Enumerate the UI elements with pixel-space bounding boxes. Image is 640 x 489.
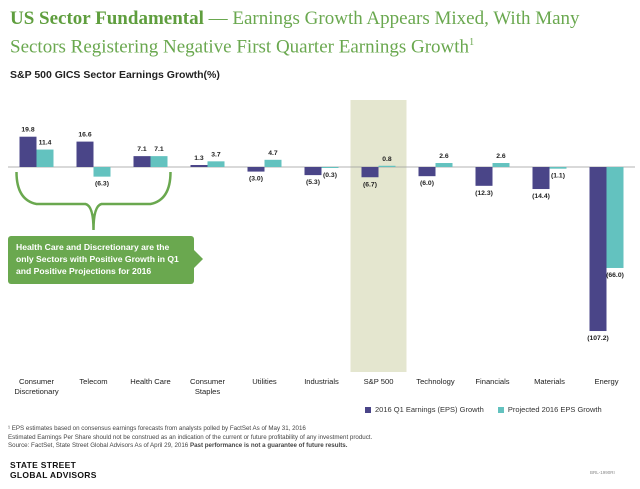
bar-q1-7 [418,167,436,177]
category-label-3: Consumer [190,377,225,386]
bar-q1-1 [76,141,94,167]
data-label-projected-8: 2.6 [496,153,506,160]
data-label-projected-4: 4.7 [268,150,278,157]
category-label-3-line2: Staples [195,387,221,396]
data-label-q1-7: (6.0) [420,180,434,187]
bar-q1-9 [532,167,550,190]
bar-q1-2 [133,156,151,167]
legend-item-q1: 2016 Q1 Earnings (EPS) Growth [365,405,484,414]
bar-projected-7 [435,163,453,167]
highlight-band [350,100,407,372]
data-label-projected-1: (6.3) [95,181,109,188]
bar-projected-2 [150,156,168,167]
bar-q1-10 [589,167,607,332]
logo-line-2: GLOBAL ADVISORS [10,469,97,480]
callout-bracket [15,171,172,231]
slide-title: US Sector Fundamental — Earnings Growth … [10,7,635,59]
bar-projected-9 [549,167,567,169]
bar-projected-3 [207,161,225,167]
category-label-5: Industrials [304,377,339,386]
data-label-q1-4: (3.0) [249,176,263,183]
category-label-4: Utilities [252,377,277,386]
bar-projected-8 [492,163,510,167]
category-label-6: S&P 500 [364,377,394,386]
legend-label-projected: Projected 2016 EPS Growth [507,405,602,414]
data-label-projected-6: 0.8 [382,156,392,163]
data-label-projected-2: 7.1 [154,146,164,153]
category-label-9: Materials [534,377,565,386]
callout-box: Health Care and Discretionary are the on… [8,236,203,284]
data-label-q1-6: (6.7) [363,181,377,188]
footnote-1: ¹ EPS estimates based on consensus earni… [8,425,306,432]
footnote-3: Source: FactSet, State Street Global Adv… [8,442,608,451]
category-label-0: Consumer [19,377,54,386]
title-bold: US Sector Fundamental [10,8,204,29]
chart-legend: 2016 Q1 Earnings (EPS) Growth Projected … [365,405,602,414]
bar-q1-5 [304,167,322,176]
data-label-projected-5: (0.3) [323,172,337,179]
data-label-q1-0: 19.8 [21,127,34,134]
data-label-q1-5: (5.3) [306,179,320,186]
chart-title: S&P 500 GICS Sector Earnings Growth(%) [10,69,220,81]
category-label-0-line2: Discretionary [14,387,59,396]
bar-projected-10 [606,167,624,268]
data-label-q1-8: (12.3) [475,190,493,197]
category-label-10: Energy [594,377,618,386]
category-label-2: Health Care [130,377,171,386]
category-label-8: Financials [475,377,509,386]
company-logo: STATE STREET GLOBAL ADVISORS [10,460,97,480]
bar-projected-4 [264,159,282,167]
bar-q1-8 [475,167,493,186]
footnote-source: Source: FactSet, State Street Global Adv… [8,442,190,449]
data-label-projected-3: 3.7 [211,151,221,158]
data-label-q1-1: 16.6 [78,132,91,139]
data-label-projected-7: 2.6 [439,153,449,160]
legend-swatch-projected [497,407,504,414]
legend-label-q1: 2016 Q1 Earnings (EPS) Growth [375,405,484,414]
bar-projected-6 [378,165,396,167]
data-label-q1-2: 7.1 [137,146,147,153]
bar-q1-4 [247,167,265,172]
bar-q1-6 [361,167,379,178]
footnote-disclaimer: Past performance is not a guarantee of f… [189,442,348,449]
bar-q1-3 [190,165,208,167]
data-label-projected-10: (66.0) [606,272,624,279]
title-dash: — [203,8,233,29]
category-label-1: Telecom [79,377,107,386]
footnote-2: Estimated Earnings Per Share should not … [8,433,373,441]
legend-item-projected: Projected 2016 EPS Growth [497,405,602,414]
bar-projected-0 [36,149,54,167]
title-footnote-mark: 1 [469,37,475,48]
bar-q1-0 [19,136,37,167]
footnotes: ¹ EPS estimates based on consensus earni… [8,425,608,451]
data-label-projected-0: 11.4 [39,140,52,147]
data-label-q1-10: (107.2) [587,335,609,342]
category-label-7: Technology [416,377,455,386]
title-rest: Earnings Growth Appears Mixed, With Many… [10,8,580,58]
data-label-q1-9: (14.4) [532,193,550,200]
bar-projected-1 [93,167,111,177]
legend-swatch-q1 [365,407,371,414]
logo-line-1: STATE STREET [10,460,77,470]
bar-projected-5 [321,167,339,168]
document-code: BRL-1990RI [590,470,615,475]
bar-chart: 19.811.4ConsumerDiscretionary16.6(6.3)Te… [8,100,635,396]
data-label-projected-9: (1.1) [551,173,565,180]
data-label-q1-3: 1.3 [194,155,204,162]
